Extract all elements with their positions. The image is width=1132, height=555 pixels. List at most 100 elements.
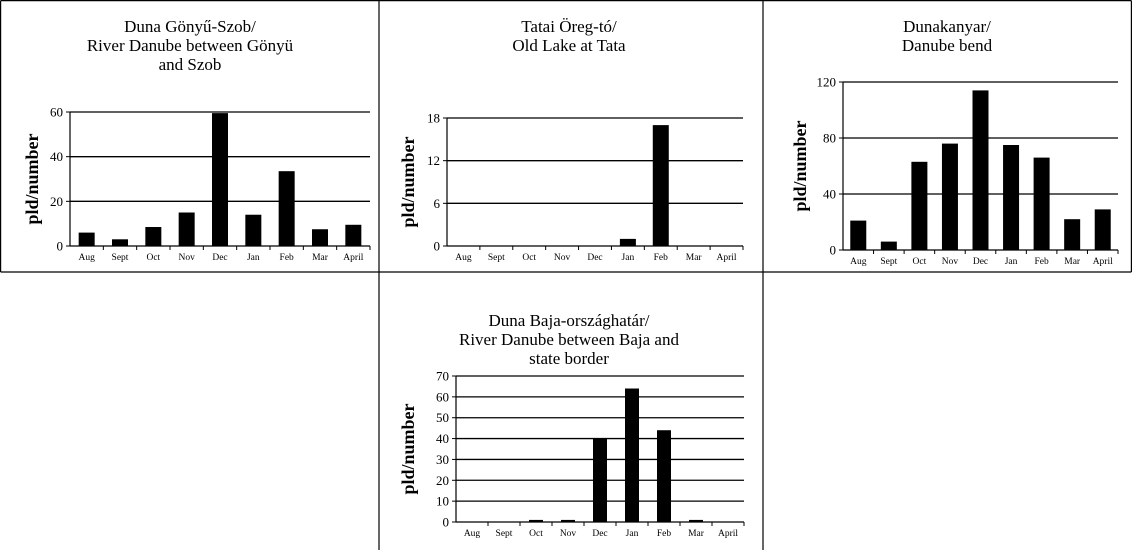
bar — [689, 519, 703, 522]
y-tick-label: 20 — [50, 194, 63, 209]
bar — [145, 227, 162, 246]
bar-chart-panel: Dunakanyar/Danube bend 0 40 80 120 Aug Sept Oct… — [790, 17, 1119, 267]
x-tick-label: Aug — [464, 529, 481, 539]
y-tick-label: 20 — [436, 473, 449, 488]
x-tick-label: Sept — [880, 257, 897, 267]
bar-chart-panel: Duna Gönyű-Szob/River Danube between Gön… — [22, 17, 371, 263]
x-tick-label: Jan — [247, 253, 260, 263]
x-tick-label: Oct — [522, 253, 536, 263]
y-tick-label: 0 — [434, 239, 441, 254]
x-tick-label: Oct — [146, 253, 160, 263]
chart-title-line: Old Lake at Tata — [512, 36, 626, 55]
bar — [278, 171, 295, 246]
chart-title-line: Tatai Öreg-tó/ — [521, 17, 617, 36]
y-tick-label: 0 — [57, 239, 64, 254]
bar — [178, 212, 195, 246]
chart-title-line: River Danube between Gönyü — [87, 36, 294, 55]
bar-chart-panel: Duna Baja-országhatár/River Danube betwe… — [398, 311, 745, 539]
x-tick-label: Jan — [622, 253, 635, 263]
x-tick-label: Sept — [488, 253, 505, 263]
x-tick-label: Sept — [496, 529, 513, 539]
y-tick-label: 40 — [823, 187, 836, 202]
x-tick-label: Dec — [592, 529, 607, 539]
x-tick-label: Aug — [455, 253, 472, 263]
y-axis-label: pld/number — [790, 120, 810, 211]
x-tick-label: Feb — [654, 253, 669, 263]
x-tick-label: Oct — [913, 257, 927, 267]
y-tick-label: 120 — [817, 75, 837, 90]
y-tick-label: 80 — [823, 131, 836, 146]
bar — [657, 430, 671, 522]
x-tick-label: Mar — [312, 253, 329, 263]
bar — [345, 224, 362, 246]
bar — [619, 238, 636, 246]
bar — [625, 388, 639, 522]
chart-title-line: Dunakanyar/ — [903, 17, 991, 36]
x-tick-label: Dec — [973, 257, 988, 267]
y-tick-label: 50 — [436, 410, 449, 425]
bar — [1033, 157, 1050, 250]
bar — [529, 519, 543, 522]
bar — [78, 232, 95, 246]
y-tick-label: 12 — [427, 153, 440, 168]
chart-title-line: Danube bend — [902, 36, 993, 55]
x-tick-label: Nov — [178, 253, 195, 263]
y-axis-label: pld/number — [398, 403, 418, 494]
y-tick-label: 70 — [436, 369, 449, 384]
bar — [911, 161, 928, 250]
bar — [561, 519, 575, 522]
y-tick-label: 0 — [443, 515, 450, 530]
x-tick-label: Aug — [78, 253, 95, 263]
y-axis-label: pld/number — [22, 133, 42, 224]
x-tick-label: Oct — [529, 529, 543, 539]
x-tick-label: Feb — [280, 253, 295, 263]
x-tick-label: Feb — [657, 529, 672, 539]
chart-title-line: state border — [529, 349, 609, 368]
bar — [1064, 219, 1081, 250]
bar — [312, 229, 328, 246]
bar — [112, 239, 128, 246]
x-tick-label: Aug — [850, 257, 867, 267]
bar-chart-panel: Tatai Öreg-tó/Old Lake at Tata 0 6 12 18 Aug S… — [398, 17, 744, 263]
y-tick-label: 18 — [427, 111, 440, 126]
y-tick-label: 30 — [436, 452, 449, 467]
bar — [593, 438, 607, 522]
y-tick-label: 10 — [436, 494, 449, 509]
bar — [1003, 145, 1020, 250]
x-tick-label: April — [343, 253, 363, 263]
chart-title-line: Duna Baja-országhatár/ — [489, 311, 650, 330]
bar — [941, 143, 958, 250]
x-tick-label: Nov — [942, 257, 959, 267]
x-tick-label: Feb — [1034, 257, 1049, 267]
x-tick-label: April — [1093, 257, 1113, 267]
bar — [850, 220, 867, 250]
x-tick-label: Mar — [688, 529, 705, 539]
bar — [972, 90, 989, 251]
chart-title-line: and Szob — [159, 55, 222, 74]
x-tick-label: Jan — [1005, 257, 1018, 267]
y-tick-label: 6 — [434, 196, 441, 211]
x-tick-label: Sept — [112, 253, 129, 263]
x-tick-label: Dec — [212, 253, 227, 263]
bar — [1094, 209, 1111, 250]
x-tick-label: Nov — [560, 529, 577, 539]
x-tick-label: April — [718, 529, 738, 539]
bar — [652, 125, 669, 246]
x-tick-label: Nov — [554, 253, 571, 263]
x-tick-label: Mar — [686, 253, 703, 263]
y-axis-label: pld/number — [398, 136, 418, 227]
chart-title-line: River Danube between Baja and — [459, 330, 679, 349]
x-tick-label: Mar — [1064, 257, 1081, 267]
bar — [212, 113, 228, 246]
x-tick-label: Jan — [626, 529, 639, 539]
y-tick-label: 40 — [50, 149, 63, 164]
chart-title-line: Duna Gönyű-Szob/ — [124, 17, 256, 36]
y-tick-label: 60 — [436, 389, 449, 404]
y-tick-label: 40 — [436, 431, 449, 446]
x-tick-label: Dec — [587, 253, 602, 263]
y-tick-label: 0 — [830, 243, 837, 258]
x-tick-label: April — [717, 253, 737, 263]
bar — [245, 214, 262, 246]
